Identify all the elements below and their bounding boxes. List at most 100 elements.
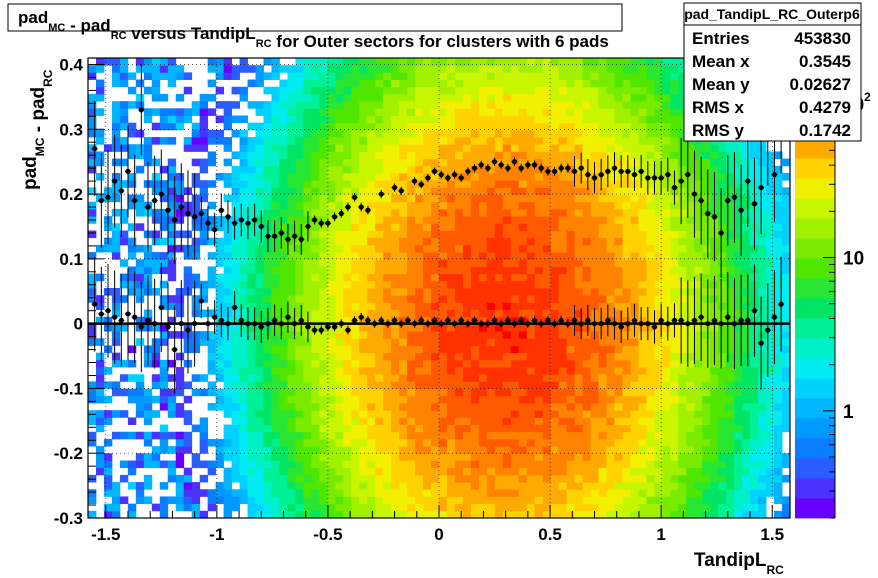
heatmap-cell xyxy=(159,115,169,124)
heatmap-cell xyxy=(486,201,496,210)
heatmap-cell xyxy=(654,129,663,138)
heatmap-cell xyxy=(159,359,169,368)
heatmap-cell xyxy=(686,381,695,390)
heatmap-cell xyxy=(415,79,424,88)
heatmap-cell xyxy=(526,417,536,425)
heatmap-cell xyxy=(359,331,368,339)
heatmap-cell xyxy=(88,438,97,447)
heatmap-cell xyxy=(526,395,536,404)
heatmap-cell xyxy=(431,79,440,88)
heatmap-cell xyxy=(383,259,392,267)
heatmap-cell xyxy=(606,482,615,490)
heatmap-cell xyxy=(486,388,496,397)
heatmap-cell xyxy=(263,381,272,390)
heatmap-cell xyxy=(271,122,280,131)
heatmap-cell xyxy=(454,86,464,95)
heatmap-cell xyxy=(159,266,169,275)
heatmap-cell xyxy=(311,151,320,160)
heatmap-cell xyxy=(247,345,256,354)
heatmap-cell xyxy=(239,230,248,239)
heatmap-cell xyxy=(646,331,655,339)
heatmap-cell xyxy=(223,58,232,66)
heatmap-cell xyxy=(399,194,408,203)
heatmap-cell xyxy=(510,86,520,95)
heatmap-cell xyxy=(375,237,384,246)
heatmap-cell xyxy=(646,237,655,246)
heatmap-cell xyxy=(694,144,703,152)
heatmap-cell xyxy=(446,58,456,66)
heatmap-cell xyxy=(478,359,488,368)
heatmap-cell xyxy=(327,173,336,181)
heatmap-cell xyxy=(598,367,607,375)
heatmap-cell xyxy=(478,446,488,454)
heatmap-cell xyxy=(271,194,280,203)
heatmap-cell xyxy=(614,173,623,181)
heatmap-cell xyxy=(742,374,751,382)
heatmap-cell xyxy=(415,252,424,260)
heatmap-cell xyxy=(231,288,240,296)
heatmap-cell xyxy=(295,93,304,102)
heatmap-cell xyxy=(151,122,161,131)
heatmap-cell xyxy=(287,309,296,318)
heatmap-cell xyxy=(375,431,384,440)
heatmap-cell xyxy=(670,137,679,145)
heatmap-cell xyxy=(391,388,400,397)
heatmap-cell xyxy=(207,237,217,246)
heatmap-cell xyxy=(391,431,400,440)
heatmap-cell xyxy=(231,266,240,275)
heatmap-cell xyxy=(742,467,751,476)
heatmap-cell xyxy=(247,244,256,253)
heatmap-cell xyxy=(454,266,464,275)
heatmap-cell xyxy=(486,489,496,497)
heatmap-cell xyxy=(566,288,576,296)
heatmap-cell xyxy=(423,115,432,124)
heatmap-cell xyxy=(127,280,137,289)
heatmap-cell xyxy=(654,122,663,131)
heatmap-cell xyxy=(223,237,232,246)
heatmap-cell xyxy=(319,395,328,404)
heatmap-cell xyxy=(151,453,161,461)
heatmap-cell xyxy=(662,165,671,174)
heatmap-cell xyxy=(319,359,328,368)
heatmap-cell xyxy=(758,165,767,174)
heatmap-cell xyxy=(287,230,296,239)
heatmap-cell xyxy=(622,144,631,152)
heatmap-cell xyxy=(255,460,264,469)
heatmap-cell xyxy=(359,108,368,116)
heatmap-cell xyxy=(590,438,599,447)
heatmap-cell xyxy=(550,187,560,195)
heatmap-cell xyxy=(478,151,488,160)
heatmap-cell xyxy=(742,359,751,368)
heatmap-cell xyxy=(486,194,496,203)
heatmap-cell xyxy=(88,496,97,505)
heatmap-cell xyxy=(582,424,591,433)
heatmap-cell xyxy=(494,374,504,382)
heatmap-cell xyxy=(638,467,647,476)
heatmap-cell xyxy=(399,108,408,116)
heatmap-cell xyxy=(686,237,695,246)
heatmap-cell xyxy=(646,446,655,454)
heatmap-cell xyxy=(462,180,472,188)
heatmap-cell xyxy=(311,223,320,231)
heatmap-cell xyxy=(502,244,512,253)
heatmap-cell xyxy=(311,295,320,303)
heatmap-cell xyxy=(750,252,759,260)
heatmap-cell xyxy=(255,266,264,275)
heatmap-cell xyxy=(598,431,607,440)
heatmap-cell xyxy=(758,151,767,160)
heatmap-cell xyxy=(423,503,432,512)
heatmap-cell xyxy=(431,367,440,375)
heatmap-cell xyxy=(582,280,591,289)
heatmap-cell xyxy=(638,395,647,404)
heatmap-cell xyxy=(558,331,568,339)
heatmap-cell xyxy=(439,194,448,203)
heatmap-cell xyxy=(311,374,320,382)
heatmap-cell xyxy=(542,180,552,188)
heatmap-cell xyxy=(518,309,528,318)
heatmap-cell xyxy=(295,237,304,246)
heatmap-cell xyxy=(478,58,488,66)
heatmap-cell xyxy=(678,446,687,454)
heatmap-cell xyxy=(295,352,304,361)
heatmap-cell xyxy=(215,359,225,368)
heatmap-cell xyxy=(582,122,591,131)
